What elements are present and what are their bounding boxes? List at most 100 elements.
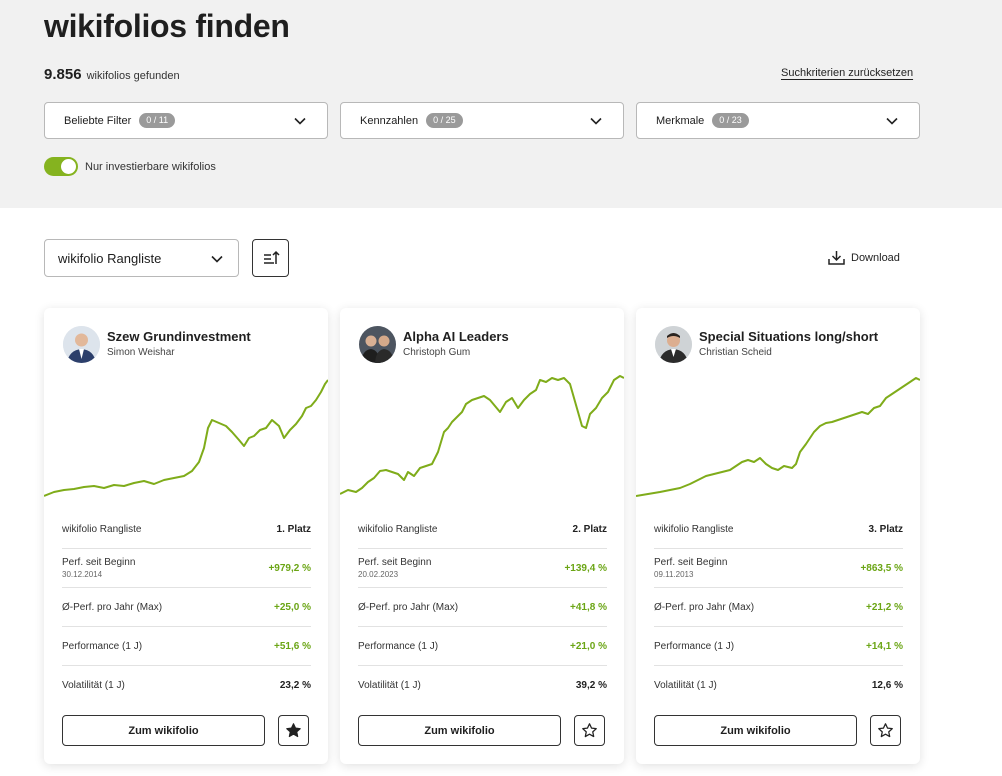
avg-perf-value: +25,0 %	[274, 601, 311, 613]
avg-perf-value: +41,8 %	[570, 601, 607, 613]
volatility-label: Volatilität (1 J)	[654, 680, 717, 691]
filter-kennzahlen[interactable]: Kennzahlen 0 / 25	[340, 102, 624, 139]
wikifolio-card: Alpha AI Leaders Christoph Gum wikifolio…	[340, 308, 624, 764]
avg-perf-value: +21,2 %	[866, 601, 903, 613]
avatar	[655, 326, 692, 363]
filter-count-badge: 0 / 11	[139, 113, 176, 128]
row-avg-perf: Ø-Perf. pro Jahr (Max) +21,2 %	[654, 588, 903, 627]
wikifolio-name[interactable]: Special Situations long/short	[699, 329, 879, 344]
result-count: 9.856 wikifolios gefunden	[44, 66, 180, 83]
perf-start-date: 30.12.2014	[62, 570, 103, 579]
wikifolio-name[interactable]: Szew Grundinvestment	[107, 329, 251, 344]
star-filled-icon	[286, 723, 301, 738]
investable-toggle[interactable]	[44, 157, 78, 176]
watchlist-button[interactable]	[574, 715, 605, 746]
perf-start-date: 20.02.2023	[358, 570, 399, 579]
row-ranking: wikifolio Rangliste 2. Platz	[358, 511, 607, 549]
wikifolio-card: Szew Grundinvestment Simon Weishar wikif…	[44, 308, 328, 764]
filter-merkmale[interactable]: Merkmale 0 / 23	[636, 102, 920, 139]
row-perf-since-start: Perf. seit Beginn 20.02.2023 +139,4 %	[358, 549, 607, 588]
star-outline-icon	[878, 723, 893, 738]
row-volatility: Volatilität (1 J) 23,2 %	[62, 666, 311, 705]
row-volatility: Volatilität (1 J) 12,6 %	[654, 666, 903, 705]
download-button[interactable]: Download	[828, 250, 900, 265]
ranking-label: wikifolio Rangliste	[654, 524, 734, 535]
perf-1y-label: Performance (1 J)	[654, 640, 735, 652]
perf-since-start-text: Perf. seit Beginn	[358, 557, 432, 568]
filter-label: Beliebte Filter	[64, 114, 132, 127]
performance-chart	[636, 377, 920, 497]
volatility-value: 12,6 %	[871, 680, 903, 691]
volatility-value: 23,2 %	[279, 680, 311, 691]
perf-since-start-label: Perf. seit Beginn 30.12.2014	[62, 557, 135, 579]
row-perf-since-start: Perf. seit Beginn 09.11.2013 +863,5 %	[654, 549, 903, 588]
filter-label: Merkmale	[656, 114, 705, 127]
perf-since-start-label: Perf. seit Beginn 09.11.2013	[654, 557, 727, 579]
ranking-label: wikifolio Rangliste	[62, 524, 142, 535]
perf-1y-label: Performance (1 J)	[62, 640, 143, 652]
row-perf-1y: Performance (1 J) +51,6 %	[62, 627, 311, 666]
avg-perf-label: Ø-Perf. pro Jahr (Max)	[358, 601, 459, 613]
avg-perf-label: Ø-Perf. pro Jahr (Max)	[654, 601, 755, 613]
perf-1y-value: +21,0 %	[570, 640, 607, 652]
perf-since-start-text: Perf. seit Beginn	[62, 557, 136, 568]
performance-chart	[44, 379, 328, 497]
chevron-down-icon	[886, 117, 898, 125]
row-perf-1y: Performance (1 J) +21,0 %	[358, 627, 607, 666]
perf-1y-value: +51,6 %	[274, 640, 311, 652]
key-figures: wikifolio Rangliste 3. Platz Perf. seit …	[654, 511, 903, 705]
filter-count-badge: 0 / 25	[426, 113, 463, 128]
perf-since-start-label: Perf. seit Beginn 20.02.2023	[358, 557, 431, 579]
volatility-value: 39,2 %	[575, 680, 607, 691]
row-perf-1y: Performance (1 J) +14,1 %	[654, 627, 903, 666]
ranking-label: wikifolio Rangliste	[358, 524, 438, 535]
performance-chart	[340, 375, 624, 495]
open-wikifolio-button[interactable]: Zum wikifolio	[358, 715, 561, 746]
star-outline-icon	[582, 723, 597, 738]
chevron-down-icon	[294, 117, 306, 125]
wikifolio-name[interactable]: Alpha AI Leaders	[403, 329, 509, 344]
download-icon	[828, 251, 845, 265]
filter-count-badge: 0 / 23	[712, 113, 749, 128]
perf-1y-value: +14,1 %	[866, 640, 903, 652]
sort-select[interactable]: wikifolio Rangliste	[44, 239, 239, 277]
chevron-down-icon	[590, 117, 602, 125]
row-avg-perf: Ø-Perf. pro Jahr (Max) +41,8 %	[358, 588, 607, 627]
wikifolio-author[interactable]: Simon Weishar	[107, 347, 175, 358]
investable-toggle-label: Nur investierbare wikifolios	[85, 160, 216, 173]
download-label: Download	[851, 251, 900, 264]
sort-ascending-icon	[263, 250, 280, 264]
perf-since-start-value: +863,5 %	[860, 562, 903, 574]
sort-direction-button[interactable]	[252, 239, 289, 277]
perf-since-start-text: Perf. seit Beginn	[654, 557, 728, 568]
result-count-label: wikifolios gefunden	[86, 70, 180, 82]
reset-filters-link[interactable]: Suchkriterien zurücksetzen	[781, 67, 914, 79]
open-wikifolio-button[interactable]: Zum wikifolio	[654, 715, 857, 746]
chevron-down-icon	[211, 255, 223, 263]
row-perf-since-start: Perf. seit Beginn 30.12.2014 +979,2 %	[62, 549, 311, 588]
row-avg-perf: Ø-Perf. pro Jahr (Max) +25,0 %	[62, 588, 311, 627]
wikifolio-author[interactable]: Christoph Gum	[403, 347, 471, 358]
watchlist-button[interactable]	[870, 715, 901, 746]
filter-popular[interactable]: Beliebte Filter 0 / 11	[44, 102, 328, 139]
volatility-label: Volatilität (1 J)	[62, 680, 125, 691]
watchlist-button[interactable]	[278, 715, 309, 746]
ranking-value: 3. Platz	[868, 524, 903, 535]
row-ranking: wikifolio Rangliste 3. Platz	[654, 511, 903, 549]
key-figures: wikifolio Rangliste 2. Platz Perf. seit …	[358, 511, 607, 705]
row-volatility: Volatilität (1 J) 39,2 %	[358, 666, 607, 705]
wikifolio-author[interactable]: Christian Scheid	[699, 347, 772, 358]
perf-since-start-value: +139,4 %	[564, 562, 607, 574]
row-ranking: wikifolio Rangliste 1. Platz	[62, 511, 311, 549]
open-wikifolio-button[interactable]: Zum wikifolio	[62, 715, 265, 746]
filter-label: Kennzahlen	[360, 114, 419, 127]
perf-start-date: 09.11.2013	[654, 570, 694, 579]
key-figures: wikifolio Rangliste 1. Platz Perf. seit …	[62, 511, 311, 705]
ranking-value: 2. Platz	[572, 524, 607, 535]
page-title: wikifolios finden	[44, 8, 290, 44]
perf-1y-label: Performance (1 J)	[358, 640, 439, 652]
wikifolio-card: Special Situations long/short Christian …	[636, 308, 920, 764]
avatar	[359, 326, 396, 363]
volatility-label: Volatilität (1 J)	[358, 680, 421, 691]
sort-selected-value: wikifolio Rangliste	[58, 250, 162, 266]
